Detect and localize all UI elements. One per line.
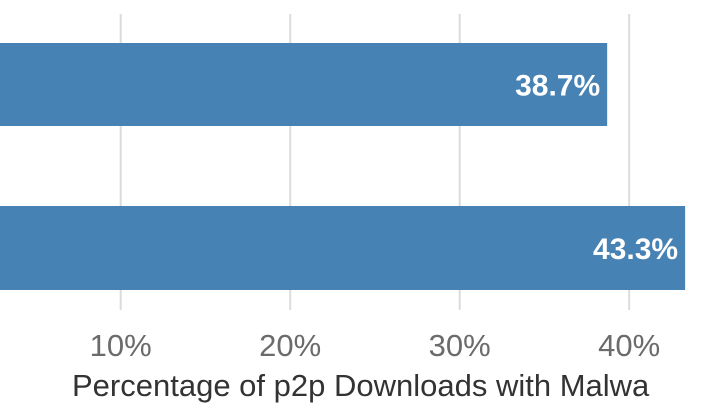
x-axis-title: Percentage of p2p Downloads with Malwa bbox=[72, 368, 650, 403]
x-tick-label-30: 30% bbox=[429, 328, 491, 363]
x-axis-ticks: 10% 20% 30% 40% bbox=[90, 328, 661, 363]
x-tick-label-20: 20% bbox=[259, 328, 321, 363]
x-tick-label-10: 10% bbox=[90, 328, 152, 363]
bar-2 bbox=[0, 206, 686, 290]
bar-value-label-2: 43.3% bbox=[593, 233, 678, 266]
bar-value-label-1: 38.7% bbox=[515, 70, 600, 103]
bars bbox=[0, 43, 686, 290]
bar-1 bbox=[0, 43, 608, 126]
x-tick-label-40: 40% bbox=[598, 328, 660, 363]
bar-value-labels: 38.7% 43.3% bbox=[515, 70, 678, 267]
